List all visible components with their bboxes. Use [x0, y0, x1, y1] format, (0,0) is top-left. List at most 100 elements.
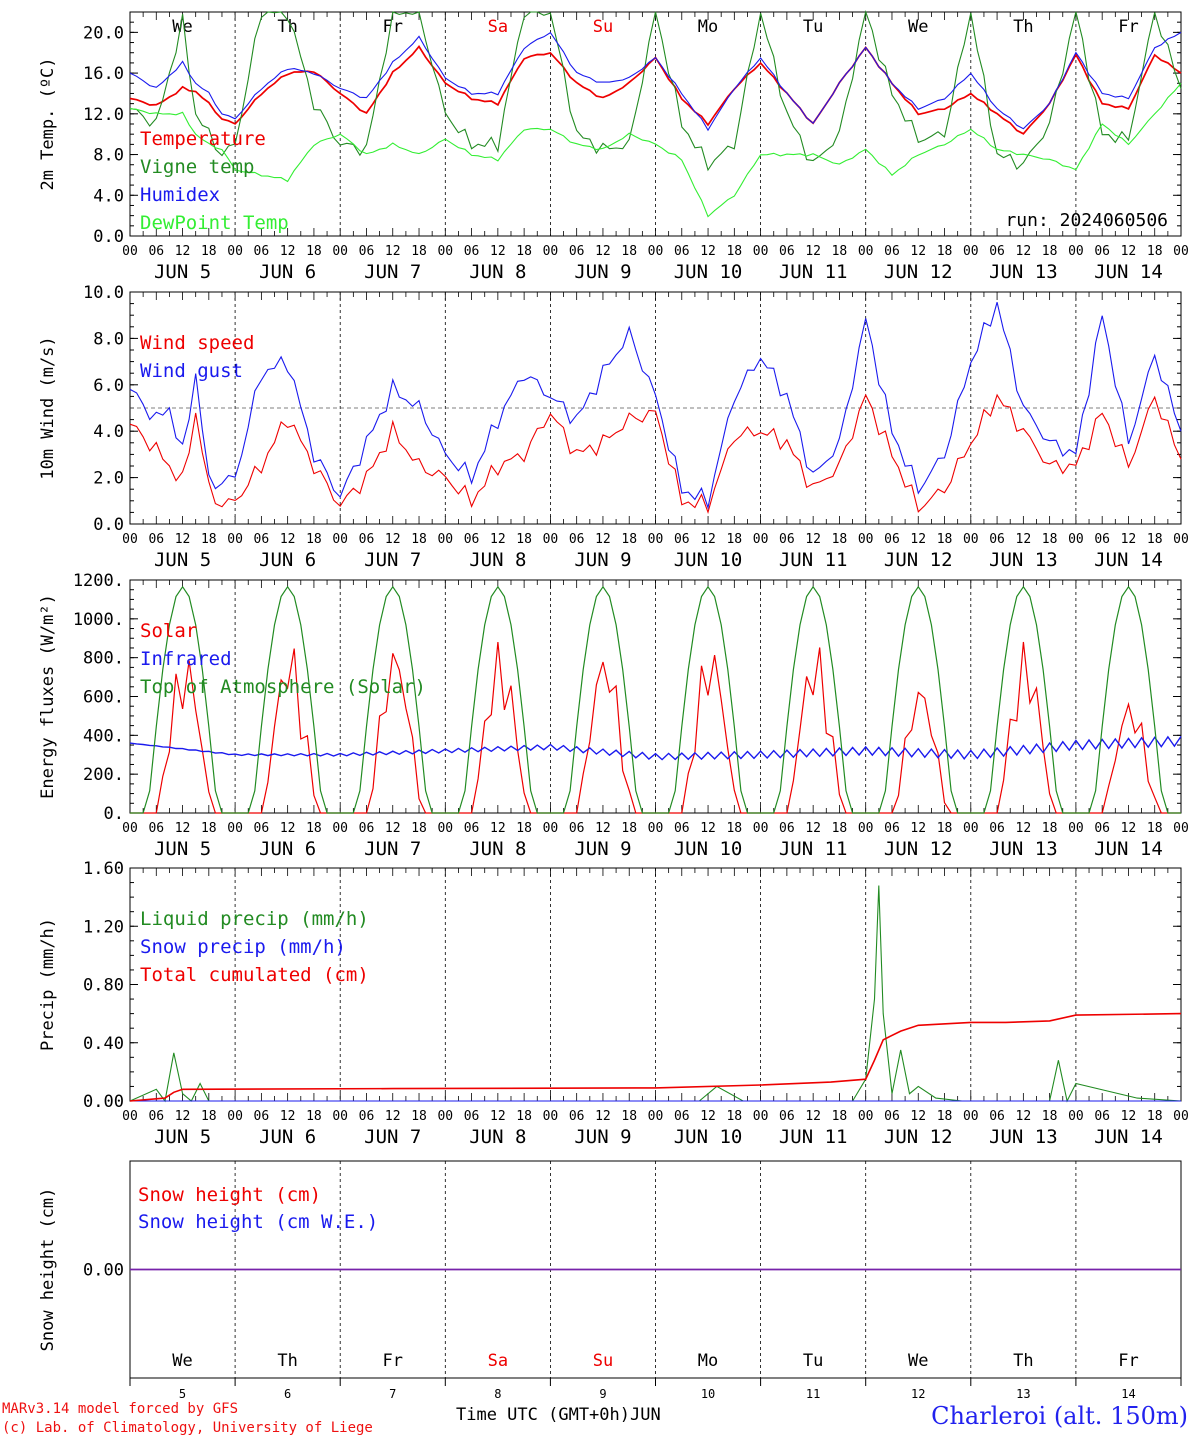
date-label: JUN 13: [989, 261, 1058, 283]
hour-tick-label: 18: [1042, 532, 1058, 547]
hour-tick-label: 18: [411, 821, 427, 836]
series-total-cumulated-cm-: [129, 1012, 1182, 1102]
series-group: [129, 585, 1182, 814]
legend-entry: Infrared: [140, 648, 232, 670]
date-label: JUN 7: [364, 549, 421, 571]
hour-tick-label: 00: [437, 532, 453, 547]
date-label: JUN 5: [154, 549, 211, 571]
weekday-label: We: [172, 17, 192, 37]
day-number-label: 7: [389, 1387, 396, 1400]
legend-entry: Temperature: [140, 128, 266, 150]
hour-tick-label: 06: [569, 1109, 585, 1124]
hour-tick-label: 12: [175, 821, 191, 836]
hour-tick-label: 18: [201, 244, 217, 259]
y-tick-label: 400.: [83, 726, 124, 746]
hour-tick-label: 06: [989, 1109, 1005, 1124]
hour-tick-label: 18: [1147, 244, 1163, 259]
hour-tick-label: 18: [306, 532, 322, 547]
time-utc-label: Time UTC (GMT+0h): [456, 1405, 630, 1425]
y-axis-label: Snow height (cm): [38, 1188, 58, 1352]
hour-tick-label: 06: [884, 821, 900, 836]
hour-tick-label: 00: [1068, 821, 1084, 836]
hour-tick-label: 00: [648, 532, 664, 547]
hour-tick-label: 18: [832, 532, 848, 547]
y-tick-label: 600.: [83, 688, 124, 708]
weekday-label: Th: [1013, 1351, 1033, 1371]
hour-tick-label: 00: [753, 532, 769, 547]
hour-tick-label: 06: [779, 244, 795, 259]
date-label: JUN 6: [259, 1126, 316, 1148]
hour-tick-label: 18: [201, 532, 217, 547]
date-label: JUN 5: [154, 1126, 211, 1148]
hour-tick-label: 12: [1121, 532, 1137, 547]
series-dewpoint-temp: [129, 82, 1182, 218]
y-tick-label: 20.0: [83, 23, 124, 43]
date-label: JUN 7: [364, 261, 421, 283]
weekday-label: Mo: [698, 17, 718, 37]
y-tick-label: 1000.: [73, 610, 124, 630]
panel-2: 0.0 2.0 4.0 6.0 8.0 10.0 10m Wind (m/s) 00 06 12 1…: [38, 283, 1189, 571]
hour-tick-label: 00: [543, 244, 559, 259]
hour-tick-label: 06: [359, 244, 375, 259]
hour-tick-label: 12: [700, 244, 716, 259]
hour-tick-label: 06: [359, 532, 375, 547]
hour-tick-label: 06: [464, 244, 480, 259]
hour-tick-label: 12: [910, 244, 926, 259]
hour-tick-label: 18: [201, 821, 217, 836]
hour-tick-label: 12: [385, 821, 401, 836]
hour-tick-label: 00: [858, 821, 874, 836]
hour-tick-label: 00: [437, 244, 453, 259]
date-label: JUN 12: [884, 549, 953, 571]
date-label: JUN 10: [674, 261, 743, 283]
hour-tick-label: 06: [884, 532, 900, 547]
legend-entry: Snow height (cm): [138, 1184, 321, 1206]
date-label: JUN 8: [469, 261, 526, 283]
date-label: JUN 5: [154, 838, 211, 860]
hour-tick-label: 12: [700, 821, 716, 836]
hour-tick-label: 12: [700, 1109, 716, 1124]
hour-tick-label: 18: [726, 532, 742, 547]
hour-tick-label: 00: [543, 821, 559, 836]
y-axis-label: Precip (mm/h): [38, 918, 58, 1051]
hour-tick-label: 12: [1016, 532, 1032, 547]
hour-tick-label: 18: [516, 244, 532, 259]
hour-tick-label: 12: [595, 244, 611, 259]
hour-tick-label: 06: [254, 532, 270, 547]
series-group: [129, 10, 1182, 218]
hour-tick-label: 00: [1068, 244, 1084, 259]
hour-tick-label: 00: [332, 532, 348, 547]
hour-tick-label: 18: [832, 1109, 848, 1124]
series-wind-speed: [129, 393, 1182, 514]
hour-tick-label: 18: [411, 244, 427, 259]
y-tick-label: 2.0: [93, 469, 124, 489]
hour-tick-label: 00: [963, 244, 979, 259]
hour-tick-label: 00: [227, 1109, 243, 1124]
copyright-label: (c) Lab. of Climatology, University of L…: [2, 1420, 373, 1436]
station-label: Charleroi (alt. 150m): [931, 1402, 1188, 1430]
hour-tick-label: 00: [543, 532, 559, 547]
date-label: JUN 9: [574, 261, 631, 283]
hour-tick-label: 12: [805, 532, 821, 547]
weekday-label: Th: [1013, 17, 1033, 37]
series-wind-gust: [129, 302, 1182, 510]
y-tick-label: 200.: [83, 765, 124, 785]
hour-tick-label: 06: [674, 821, 690, 836]
weekday-label: Su: [593, 17, 613, 37]
y-tick-label: 10.0: [83, 283, 124, 303]
hour-tick-label: 06: [674, 1109, 690, 1124]
date-label: JUN 14: [1094, 1126, 1163, 1148]
y-tick-label: 8.0: [93, 146, 124, 166]
hour-tick-label: 18: [832, 821, 848, 836]
hour-tick-label: 06: [779, 821, 795, 836]
hour-tick-label: 06: [464, 821, 480, 836]
hour-tick-label: 00: [122, 1109, 138, 1124]
weekday-label: Su: [593, 1351, 613, 1371]
hour-tick-label: 00: [332, 821, 348, 836]
hour-tick-label: 18: [306, 821, 322, 836]
hour-tick-label: 12: [805, 821, 821, 836]
date-label: JUN 12: [884, 1126, 953, 1148]
hour-tick-label: 18: [1147, 821, 1163, 836]
series-group: [129, 885, 1182, 1103]
hour-tick-label: 12: [175, 532, 191, 547]
meteogram: 0.0 4.0 8.0 12.0 16.0 20.0 2m Temp. (ºC) 00 06 12…: [38, 10, 1189, 1400]
